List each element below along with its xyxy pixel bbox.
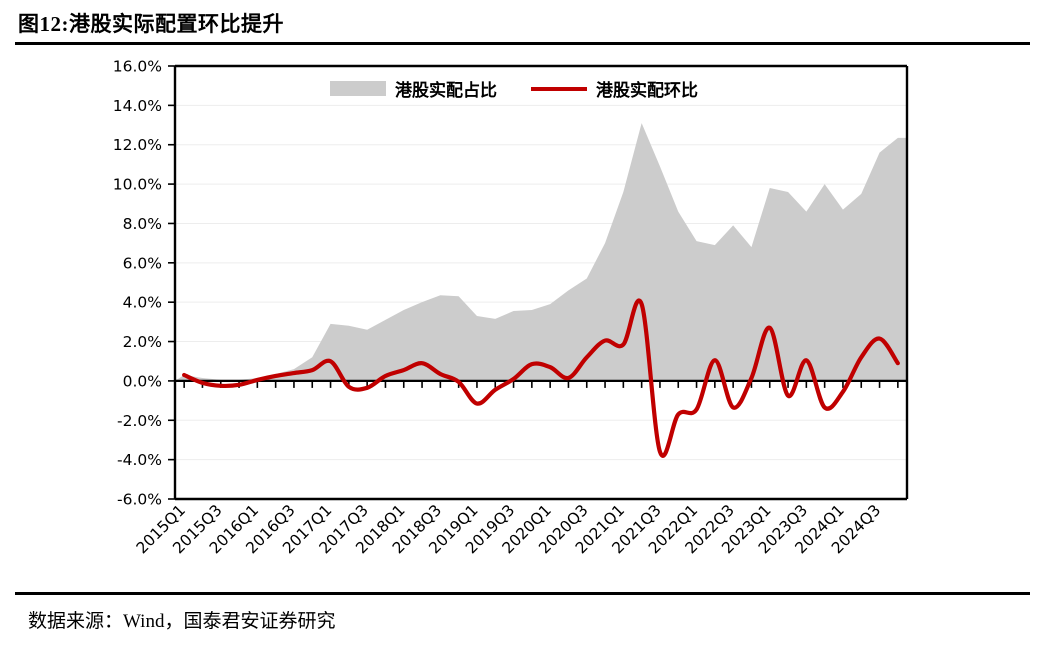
y-tick-label: 8.0% <box>123 215 162 233</box>
source-divider <box>15 592 1030 595</box>
y-tick-label: 14.0% <box>113 97 162 115</box>
y-tick-label: 6.0% <box>123 254 162 272</box>
x-axis-labels: 2015Q12015Q32016Q12016Q32017Q12017Q32018… <box>133 501 885 557</box>
y-tick-label: 2.0% <box>123 333 162 351</box>
source-note: 数据来源：Wind，国泰君安证券研究 <box>28 611 336 632</box>
y-axis: 16.0% 14.0% 12.0% 10.0% 8.0% 6.0% 4.0% 2.0% 0.0%… <box>113 58 175 509</box>
line-series-gangu-shipei-huanbi <box>182 298 900 458</box>
y-tick-label: -2.0% <box>117 412 162 430</box>
area-series-gangu-shipei-zhanbi <box>175 123 907 381</box>
y-tick-label: 12.0% <box>113 136 162 154</box>
y-tick-label: 4.0% <box>123 294 162 312</box>
y-tick-label: -4.0% <box>117 451 162 469</box>
chart-container: 16.0% 14.0% 12.0% 10.0% 8.0% 6.0% 4.0% 2.0% 0.0%… <box>0 48 1045 588</box>
chart-svg: 16.0% 14.0% 12.0% 10.0% 8.0% 6.0% 4.0% 2.0% 0.0%… <box>113 58 909 557</box>
y-tick-label: -6.0% <box>117 491 162 509</box>
page-title: 图12:港股实际配置环比提升 <box>18 12 284 36</box>
y-tick-label: 10.0% <box>113 176 162 194</box>
title-divider <box>15 42 1030 45</box>
y-tick-label: 0.0% <box>123 372 162 390</box>
y-tick-label: 16.0% <box>113 58 162 76</box>
